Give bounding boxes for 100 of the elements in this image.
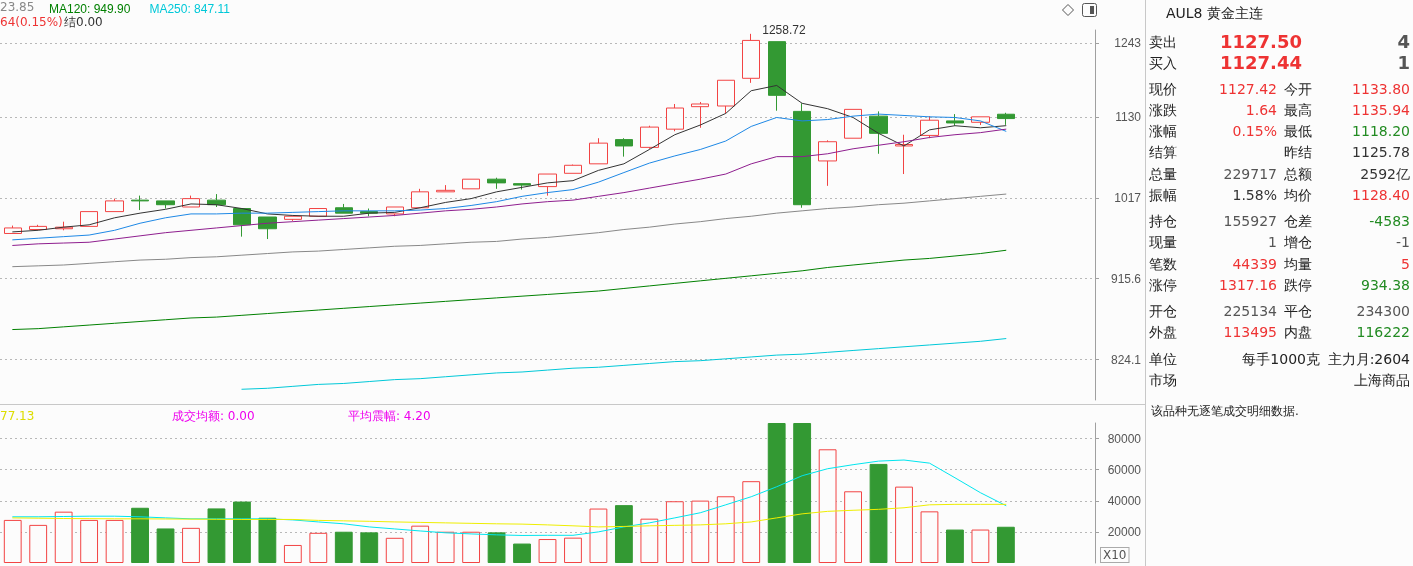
candlestick xyxy=(462,178,480,190)
candlestick xyxy=(131,195,149,211)
candlestick xyxy=(411,188,429,209)
text: 涨停 xyxy=(1149,276,1177,294)
candlestick xyxy=(691,101,709,129)
annotation: 1258.72 xyxy=(762,22,806,37)
y-tick-label: 1130 xyxy=(1115,109,1142,124)
text: 涨跌 xyxy=(1149,101,1177,119)
text: 1 xyxy=(1397,52,1410,73)
bar xyxy=(3,519,22,563)
text: -4583 xyxy=(1369,212,1410,230)
text: 昨结 xyxy=(1284,143,1312,161)
bar xyxy=(844,491,862,563)
text: 1.64 xyxy=(1245,101,1277,119)
text: 1128.40 xyxy=(1352,186,1410,204)
bar xyxy=(131,507,149,563)
line-series xyxy=(12,249,1007,331)
text: 1125.78 xyxy=(1352,143,1410,161)
line-series xyxy=(12,84,1007,233)
y-tick-label: 40000 xyxy=(1107,493,1142,508)
text: 今开 xyxy=(1284,80,1312,98)
text: 最高 xyxy=(1284,101,1312,119)
text: 开仓 xyxy=(1149,302,1177,320)
text: 涨幅 xyxy=(1149,122,1177,140)
candlestick xyxy=(768,41,786,112)
y-tick-label: 824.1 xyxy=(1110,352,1142,367)
candlestick xyxy=(105,198,124,213)
candlestick xyxy=(793,102,811,209)
text: 平仓 xyxy=(1284,302,1312,320)
y-tick-label: 1017 xyxy=(1114,190,1142,205)
bar xyxy=(207,508,226,563)
text: 1133.80 xyxy=(1352,80,1410,98)
bar xyxy=(182,527,200,563)
bar xyxy=(614,505,633,563)
bar xyxy=(665,501,684,563)
bar xyxy=(436,531,455,563)
text: 1135.94 xyxy=(1352,101,1410,119)
text: 振幅 xyxy=(1149,186,1177,204)
bar xyxy=(538,539,557,563)
text: 仓差 xyxy=(1284,212,1312,230)
text: 155927 xyxy=(1223,212,1277,230)
bar xyxy=(895,486,913,563)
text: 每手1000克 xyxy=(1242,350,1320,368)
candlestick xyxy=(564,164,582,174)
y-tick-label: 20000 xyxy=(1107,524,1142,539)
annotation: 平均震幅: 4.20 xyxy=(348,409,431,423)
text: 该品种无逐笔成交明细数据. xyxy=(1151,403,1299,420)
bar xyxy=(233,501,251,563)
text: 225134 xyxy=(1223,302,1277,320)
bar xyxy=(946,529,964,563)
bar xyxy=(105,519,124,563)
text: 现价 xyxy=(1149,80,1177,98)
line-series xyxy=(241,338,1007,390)
bar xyxy=(818,449,837,563)
text: 4 xyxy=(1397,31,1410,52)
line-series xyxy=(12,128,1007,246)
text: 外盘 xyxy=(1149,323,1177,341)
bar xyxy=(971,529,990,563)
text: 均量 xyxy=(1284,255,1312,273)
text: MA120: 949.90 xyxy=(49,2,131,16)
text: 上海商品 xyxy=(1354,371,1410,389)
text: 跌停 xyxy=(1284,276,1312,294)
candlestick xyxy=(946,113,964,127)
y-tick-label: 80000 xyxy=(1107,431,1142,446)
y-tick-label: 60000 xyxy=(1107,462,1142,477)
text: 1127.42 xyxy=(1219,80,1277,98)
text: 116222 xyxy=(1356,323,1410,341)
bar xyxy=(258,517,277,563)
candlestick xyxy=(844,108,862,139)
bar xyxy=(589,508,608,563)
text: 主力月:2604 xyxy=(1327,350,1410,368)
annotation: 成交均额: 0.00 xyxy=(172,409,255,423)
text: 1127.50 xyxy=(1220,31,1302,52)
text: -1 xyxy=(1396,233,1410,251)
bar xyxy=(29,524,48,563)
bar xyxy=(996,526,1015,563)
bar xyxy=(462,531,481,563)
candlestick xyxy=(284,215,302,222)
bar xyxy=(716,496,735,563)
line-series xyxy=(12,193,1007,268)
bar xyxy=(869,463,888,563)
bar xyxy=(513,543,531,563)
text: MA250: 847.11 xyxy=(149,2,231,16)
candlestick xyxy=(920,115,939,139)
text: X10 xyxy=(1103,548,1127,562)
bar xyxy=(309,532,328,563)
bar xyxy=(564,537,582,563)
candlestick xyxy=(80,211,98,227)
line-series xyxy=(12,459,1007,536)
text: 卖出 xyxy=(1149,33,1177,51)
candlestick xyxy=(640,125,659,150)
text: 5 xyxy=(1401,255,1410,273)
bar xyxy=(80,519,99,563)
text: 最低 xyxy=(1284,122,1312,140)
bar xyxy=(283,544,302,563)
text: 单位 xyxy=(1149,350,1177,368)
candlestick xyxy=(4,225,22,234)
text: 113495 xyxy=(1223,323,1277,341)
text: 44339 xyxy=(1232,255,1277,273)
text: 1.58% xyxy=(1232,186,1277,204)
